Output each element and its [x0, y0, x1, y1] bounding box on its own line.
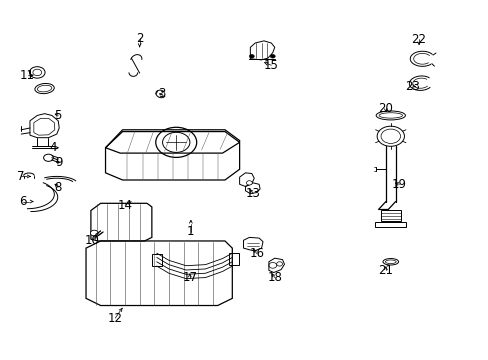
- Text: 1: 1: [187, 225, 194, 238]
- Text: 7: 7: [18, 170, 25, 183]
- Circle shape: [270, 54, 275, 58]
- Text: 20: 20: [378, 102, 392, 115]
- Text: 19: 19: [391, 178, 406, 191]
- Text: 18: 18: [267, 271, 282, 284]
- Text: 5: 5: [55, 109, 62, 122]
- Text: 12: 12: [107, 311, 122, 325]
- Text: 13: 13: [245, 187, 260, 200]
- Circle shape: [90, 230, 98, 236]
- Text: 3: 3: [158, 87, 165, 100]
- Circle shape: [246, 181, 252, 185]
- Text: 2: 2: [136, 32, 143, 45]
- Text: 10: 10: [85, 234, 100, 247]
- Circle shape: [249, 54, 254, 58]
- Text: 11: 11: [20, 69, 35, 82]
- Text: 16: 16: [249, 247, 264, 260]
- Text: 23: 23: [405, 80, 419, 93]
- Circle shape: [43, 154, 53, 161]
- Text: 8: 8: [55, 181, 62, 194]
- Text: 4: 4: [49, 141, 57, 154]
- Text: 17: 17: [182, 271, 197, 284]
- Text: 14: 14: [117, 199, 132, 212]
- Text: 21: 21: [378, 264, 393, 277]
- Text: 15: 15: [264, 59, 278, 72]
- Text: 6: 6: [19, 195, 26, 208]
- Text: 9: 9: [55, 156, 63, 169]
- Text: 22: 22: [411, 33, 426, 46]
